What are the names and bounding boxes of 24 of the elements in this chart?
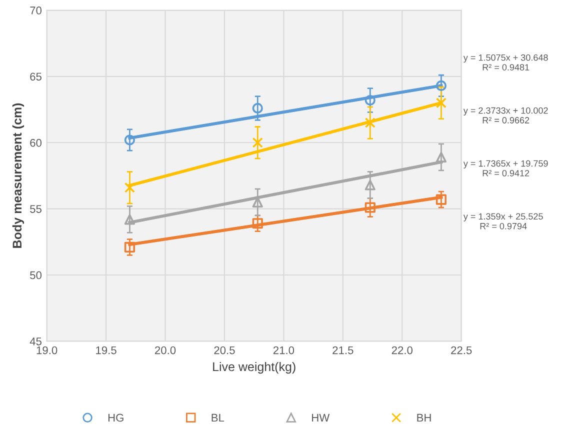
x-axis-title: Live weight(kg)	[213, 362, 296, 374]
x-tick-label: 20.5	[214, 346, 235, 354]
y-tick-label: 65	[30, 72, 42, 81]
y-tick-label: 70	[30, 6, 42, 14]
x-tick-label: 22.0	[392, 346, 413, 354]
text: y = 1.7365x + 19.759 R² = 0.9412	[463, 160, 548, 176]
y-axis-title: Body measurement (cm)	[12, 103, 24, 248]
x-tick-label: 19.5	[96, 346, 116, 354]
legend-label: HW	[312, 414, 330, 422]
x-tick-label: 21.5	[332, 346, 354, 354]
legend-label: HG	[108, 414, 124, 422]
text: y = 1.359x + 25.525 R² = 0.9794	[463, 213, 543, 230]
y-tick-label: 50	[30, 271, 42, 280]
x-tick-label: 21.0	[273, 346, 294, 354]
text: y = 2.3733x + 10.002 R² = 0.9662	[463, 107, 548, 124]
legend-label: BL	[212, 414, 224, 422]
y-tick-label: 55	[30, 205, 42, 213]
y-tick-label: 60	[30, 138, 42, 147]
y-tick-label: 45	[30, 338, 42, 346]
x-tick-label: 20.0	[155, 346, 176, 354]
x-tick-label: 19.0	[36, 346, 58, 354]
text: y = 1.5075x + 30.648 R² = 0.9481	[463, 54, 548, 70]
x-tick-label: 22.5	[451, 346, 472, 354]
legend-label: BH	[417, 414, 431, 422]
